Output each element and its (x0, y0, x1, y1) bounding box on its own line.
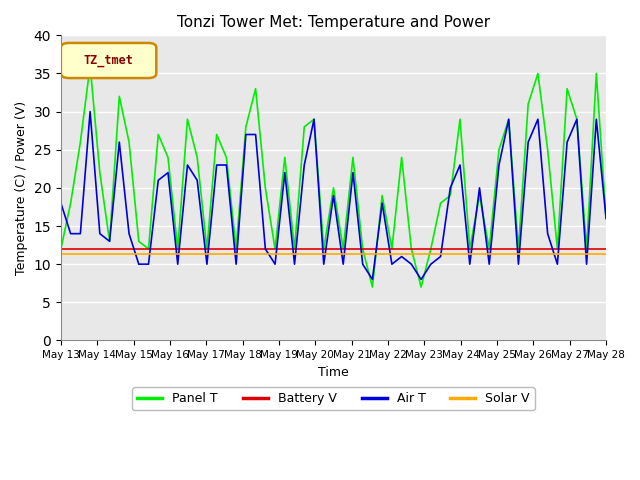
Panel T (369, 284, 376, 290)
Air T (369, 276, 376, 282)
Panel T (602, 216, 610, 221)
Battery V (436, 246, 444, 252)
Air T (447, 185, 454, 191)
Legend: Panel T, Battery V, Air T, Solar V: Panel T, Battery V, Air T, Solar V (132, 387, 535, 410)
Battery V (291, 246, 298, 252)
Panel T (300, 124, 308, 130)
Panel T (456, 116, 464, 122)
Battery V (427, 246, 435, 252)
Battery V (203, 246, 211, 252)
X-axis label: Time: Time (318, 366, 349, 379)
Panel T (57, 246, 65, 252)
Solar V (602, 252, 610, 257)
Battery V (86, 246, 94, 252)
FancyBboxPatch shape (61, 43, 156, 78)
Air T (96, 231, 104, 237)
Line: Panel T: Panel T (61, 66, 606, 287)
Air T (213, 162, 221, 168)
Line: Air T: Air T (61, 112, 606, 279)
Air T (456, 162, 464, 168)
Air T (57, 200, 65, 206)
Battery V (77, 246, 84, 252)
Title: Tonzi Tower Met: Temperature and Power: Tonzi Tower Met: Temperature and Power (177, 15, 490, 30)
Solar V (86, 252, 94, 257)
Panel T (447, 192, 454, 198)
Battery V (602, 246, 610, 252)
Text: TZ_tmet: TZ_tmet (84, 54, 134, 67)
Solar V (427, 252, 435, 257)
Air T (300, 162, 308, 168)
Panel T (77, 139, 84, 145)
Solar V (436, 252, 444, 257)
Air T (86, 109, 94, 115)
Panel T (86, 63, 94, 69)
Panel T (96, 170, 104, 176)
Solar V (203, 252, 211, 257)
Solar V (291, 252, 298, 257)
Battery V (57, 246, 65, 252)
Solar V (77, 252, 84, 257)
Solar V (57, 252, 65, 257)
Y-axis label: Temperature (C) / Power (V): Temperature (C) / Power (V) (15, 101, 28, 275)
Air T (77, 231, 84, 237)
Air T (602, 216, 610, 221)
Panel T (213, 132, 221, 137)
